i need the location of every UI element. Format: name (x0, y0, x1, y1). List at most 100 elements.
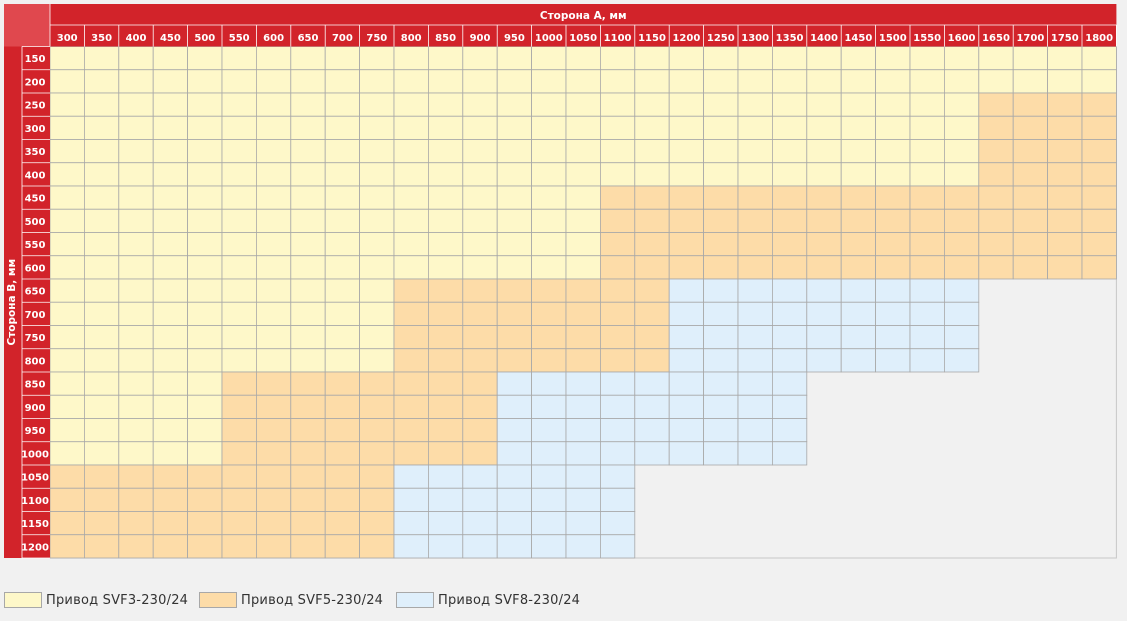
table-cell (324, 348, 361, 373)
row-label: 1100 (21, 496, 49, 507)
table-cell (531, 394, 567, 419)
row-label: 600 (25, 263, 46, 274)
table-cell (806, 325, 842, 350)
table-cell (634, 208, 670, 233)
table-cell (703, 418, 739, 443)
table-cell (1012, 69, 1049, 94)
table-cell (600, 418, 636, 443)
table-cell (944, 139, 980, 164)
table-cell (118, 255, 154, 280)
table-cell (427, 232, 464, 257)
table-cell (49, 162, 85, 187)
table-cell (393, 301, 429, 326)
table-cell (531, 185, 567, 210)
table-cell (909, 115, 945, 140)
table-cell (187, 418, 223, 443)
table-cell (772, 441, 808, 466)
table-cell (737, 255, 773, 280)
table-cell (118, 232, 154, 257)
table-cell (290, 278, 326, 303)
table-cell (600, 511, 636, 536)
table-cell (772, 139, 808, 164)
table-cell (221, 464, 257, 489)
table-cell (152, 487, 188, 512)
table-cell (152, 255, 188, 280)
table-cell (221, 232, 257, 257)
table-cell (840, 208, 877, 233)
table-cell (978, 139, 1014, 164)
table-cell (496, 534, 533, 559)
table-cell (565, 92, 601, 117)
table-cell (187, 139, 223, 164)
column-label: 1650 (982, 33, 1010, 44)
table-cell (668, 255, 705, 280)
table-cell (187, 92, 223, 117)
table-cell (427, 301, 464, 326)
table-cell (255, 371, 292, 396)
table-cell (737, 441, 773, 466)
table-cell (840, 92, 877, 117)
table-cell (84, 487, 120, 512)
table-cell (118, 348, 154, 373)
table-cell (221, 394, 257, 419)
table-cell (290, 394, 326, 419)
table-cell (255, 511, 292, 536)
table-cell (600, 46, 636, 71)
table-cell (359, 464, 395, 489)
table-cell (1012, 208, 1049, 233)
table-cell (393, 162, 429, 187)
table-cell (152, 511, 188, 536)
table-cell (531, 371, 567, 396)
table-cell (359, 255, 395, 280)
table-cell (772, 208, 808, 233)
table-cell (427, 46, 464, 71)
table-cell (462, 69, 498, 94)
table-cell (359, 115, 395, 140)
table-cell (531, 348, 567, 373)
table-cell (427, 208, 464, 233)
row-label: 350 (25, 147, 46, 158)
table-cell (290, 232, 326, 257)
table-cell (531, 115, 567, 140)
table-cell (290, 139, 326, 164)
column-label: 1200 (672, 33, 700, 44)
table-cell (187, 371, 223, 396)
column-label: 350 (91, 33, 112, 44)
table-cell (978, 115, 1014, 140)
column-label: 500 (194, 33, 215, 44)
table-cell (221, 371, 257, 396)
column-label: 1750 (1051, 33, 1079, 44)
table-cell (600, 278, 636, 303)
table-cell (359, 534, 395, 559)
table-cell (49, 115, 85, 140)
table-cell (187, 115, 223, 140)
table-cell (772, 115, 808, 140)
table-cell (978, 46, 1014, 71)
table-cell (840, 46, 877, 71)
column-label: 1000 (535, 33, 563, 44)
table-cell (324, 511, 361, 536)
table-cell (290, 255, 326, 280)
table-cell (152, 46, 188, 71)
table-cell (1047, 46, 1083, 71)
table-cell (875, 301, 911, 326)
table-cell (634, 139, 670, 164)
table-cell (49, 464, 85, 489)
table-cell (565, 511, 601, 536)
table-cell (1081, 185, 1117, 210)
table-cell (703, 232, 739, 257)
table-cell (324, 255, 361, 280)
table-cell (427, 325, 464, 350)
table-cell (1047, 139, 1083, 164)
table-cell (462, 232, 498, 257)
table-cell (565, 232, 601, 257)
table-cell (565, 162, 601, 187)
table-cell (324, 441, 361, 466)
table-cell (978, 208, 1014, 233)
row-label: 1050 (21, 473, 49, 484)
table-cell (359, 487, 395, 512)
table-cell (152, 464, 188, 489)
table-cell (944, 325, 980, 350)
table-cell (118, 464, 154, 489)
